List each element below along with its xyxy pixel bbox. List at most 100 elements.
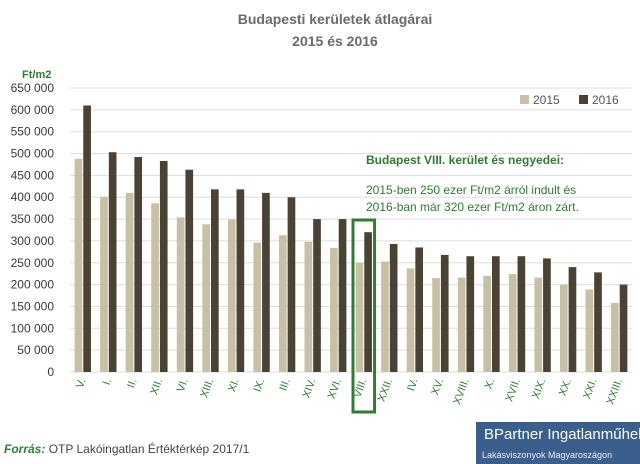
bar-2015-VI. [176,217,185,372]
bar-2016-XIII. [211,189,219,372]
y-tick-label: 250 000 [11,256,55,270]
bar-2015-X. [483,275,491,372]
annotation-heading: Budapest VIII. kerület és negyedei: [366,153,564,167]
y-tick-label: 500 000 [11,147,55,161]
x-tick-label: XXI. [581,377,599,401]
bar-2015-XX. [559,284,568,372]
bar-2015-XXIII. [611,302,619,372]
bar-2016-V. [83,105,91,372]
x-tick-label: XXIII. [605,377,625,406]
source-text: OTP Lakóingatlan Értéktérkép 2017/1 [48,442,250,456]
bar-2016-XIV. [313,219,321,372]
bar-2015-XIII. [202,224,210,372]
x-tick-label: XX. [557,377,574,398]
bar-2016-XVI. [338,219,347,372]
bar-2016-XVII. [517,256,526,372]
y-tick-label: 50 000 [17,343,54,357]
x-tick-label: XII. [148,377,165,397]
x-tick-label: IV. [405,377,421,393]
bar-2015-I. [100,196,108,372]
bar-2016-XV. [440,254,449,372]
bar-2016-VI. [185,169,194,372]
chart-title: Budapesti kerületek átlagárai [238,11,433,27]
brand-logo: BPartner Ingatlanműhely Lakásviszonyok M… [476,422,640,464]
bar-2016-III. [287,197,296,372]
bar-2015-XXI. [585,289,594,372]
bar-2015-XVI. [330,247,338,372]
x-tick-label: XVII. [503,377,522,404]
bar-2015-V. [74,158,83,372]
bar-2015-VIII. [355,262,364,372]
x-tick-label: XIV. [300,377,318,400]
bar-2015-XI. [227,219,236,372]
bar-2015-IX. [253,242,262,372]
bar-2016-XXII. [389,243,398,372]
bar-2015-XIV. [304,241,313,372]
bars [74,105,628,372]
x-tick-label: XV. [429,377,446,397]
bar-2016-VIII. [364,232,372,372]
y-tick-label: 300 000 [11,234,55,248]
y-tick-label: 0 [47,365,54,379]
y-tick-label: 550 000 [11,125,55,139]
annotation-line-2: 2016-ban már 320 ezer Ft/m2 áron zárt. [366,200,579,214]
annotation: Budapest VIII. kerület és negyedei: 2015… [366,153,579,214]
brand-subtitle: Lakásviszonyok Magyaroszágon [482,450,613,460]
y-tick-label: 450 000 [11,168,55,182]
x-tick-label: XVIII. [451,377,471,406]
x-tick-label: I. [101,377,114,387]
y-tick-label: 600 000 [11,103,55,117]
x-tick-label: XVI. [326,377,344,401]
annotation-line-1: 2015-ben 250 ezer Ft/m2 árról indult és [366,183,576,197]
bar-2015-III. [278,235,287,372]
bar-2016-XX. [568,267,577,372]
y-tick-label: 150 000 [11,299,55,313]
y-tick-label: 100 000 [11,321,55,335]
legend: 2015 2016 [520,93,619,107]
x-tick-label: II. [125,377,139,390]
bar-2015-XXII. [381,261,389,372]
bar-2016-IV. [415,247,424,372]
bar-2016-II. [134,157,143,372]
x-tick-label: XI. [226,377,242,394]
bar-2016-I. [108,152,117,372]
x-tick-label: XIII. [198,377,216,399]
y-axis-unit: Ft/m2 [22,69,51,81]
bar-2016-IX. [262,192,270,372]
bar-2015-IV. [406,268,415,372]
bar-2016-XIX. [543,258,551,372]
bar-2016-XXI. [594,272,602,372]
highlight-box-viii [351,218,377,414]
bar-2015-XIX. [534,277,543,372]
source-label: Forrás: [4,442,46,456]
legend-swatch-2016 [579,95,588,104]
source-note: Forrás: OTP Lakóingatlan Értéktérkép 201… [4,442,249,456]
x-tick-label: X. [482,377,497,391]
y-axis-ticks: 0 50 000 100 000 150 000 200 000 250 000 300 0… [11,81,55,379]
legend-label-2016: 2016 [592,93,619,107]
y-tick-label: 400 000 [11,190,55,204]
bar-2015-II. [125,192,134,372]
bar-2016-XXIII. [619,284,628,372]
x-axis-categories: V. I. II. XII. VI. XIII. XI. IX. III. XIV. XVI. VII… [74,377,625,406]
legend-swatch-2015 [520,95,529,104]
bar-2016-XVIII. [466,256,475,372]
x-tick-label: IX. [252,377,268,394]
bar-2016-XII. [159,160,168,372]
bar-2016-X. [492,256,500,372]
x-tick-label: XIX. [530,377,548,401]
x-tick-label: III. [277,377,292,393]
legend-label-2015: 2015 [533,93,560,107]
x-tick-label: V. [74,377,88,390]
x-tick-label: XXII. [376,377,395,404]
bar-2015-XVIII. [457,277,466,372]
y-tick-label: 350 000 [11,212,55,226]
x-tick-label: VI. [175,377,191,394]
bar-2015-XV. [432,278,440,372]
bar-2015-XVII. [508,274,517,372]
bar-2016-XI. [236,189,245,372]
chart-subtitle: 2015 és 2016 [292,33,378,49]
bar-2015-XII. [151,203,159,372]
y-tick-label: 200 000 [11,278,55,292]
